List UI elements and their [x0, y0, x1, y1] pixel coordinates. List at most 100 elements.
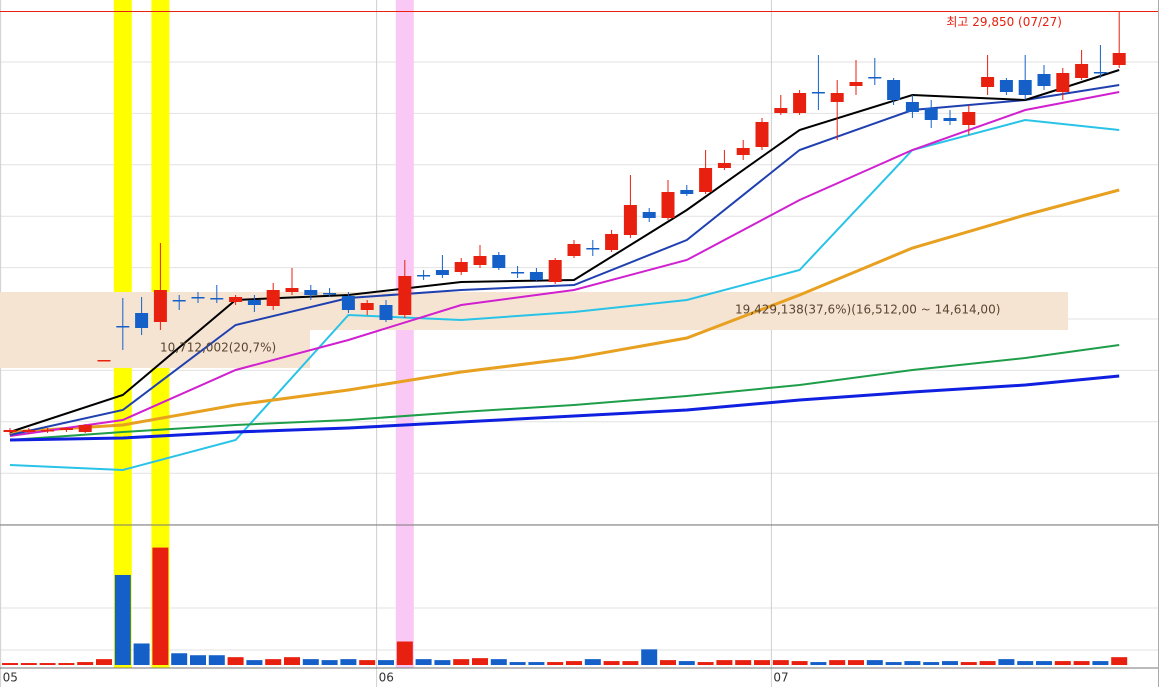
candle-body: [247, 300, 261, 305]
candle: [454, 258, 468, 275]
volume-bar: [697, 662, 714, 665]
candle-body: [943, 118, 957, 121]
candle: [811, 55, 825, 110]
candle: [417, 270, 431, 280]
volume-bar: [490, 659, 507, 665]
volume-bar: [1017, 661, 1034, 665]
volume-bar: [547, 662, 564, 665]
indicator-line: [9, 344, 1120, 441]
date-label: 07: [773, 671, 788, 685]
volume-bar: [754, 660, 770, 665]
volume-bar: [415, 659, 432, 665]
candle: [962, 105, 976, 135]
candle: [473, 245, 487, 268]
candle: [567, 240, 581, 258]
indicator-line: [9, 84, 1120, 436]
candle: [642, 208, 656, 222]
annotation-text: 10,712,002(20,7%): [160, 341, 276, 355]
candle-body: [1018, 80, 1032, 95]
candle-body: [116, 326, 130, 328]
annotation-text: 19,429,138(37,6%)(16,512,00 ~ 14,614,00): [735, 303, 1000, 317]
candle-body: [22, 430, 36, 432]
candle: [661, 180, 675, 220]
candle-body: [793, 93, 807, 113]
candle-body: [586, 248, 600, 250]
volume-bar: [528, 662, 545, 665]
volume-bar: [866, 660, 883, 665]
candle: [1075, 50, 1089, 80]
candle-body: [417, 275, 431, 277]
candle: [605, 230, 619, 252]
volume-bar: [960, 662, 977, 665]
candle: [435, 255, 449, 278]
indicator-line: [9, 91, 1120, 437]
candle-body: [699, 168, 713, 192]
candle-body: [473, 256, 487, 265]
candle: [97, 360, 111, 362]
candle: [3, 428, 17, 435]
volume-bar: [434, 660, 451, 665]
volume-bar: [77, 662, 94, 665]
volume-bar: [584, 659, 601, 665]
candle: [1112, 11, 1126, 68]
candle-body: [811, 92, 825, 94]
candle: [285, 268, 299, 295]
candle: [229, 295, 243, 305]
candle-body: [341, 296, 355, 310]
candle-body: [492, 255, 506, 268]
max-label: 최고 29,850 (07/27): [946, 15, 1062, 29]
volume-bar: [885, 662, 902, 665]
candle: [755, 118, 769, 150]
volume-bar: [378, 660, 394, 665]
candle: [78, 424, 92, 433]
candle: [905, 95, 919, 118]
volume-bar: [1111, 657, 1128, 665]
candle-body: [548, 260, 562, 282]
candle-body: [135, 313, 149, 328]
candle: [529, 268, 543, 282]
candle-body: [1056, 73, 1070, 92]
candle: [586, 240, 600, 256]
volume-bar: [791, 661, 808, 665]
candle: [172, 295, 186, 310]
candle: [548, 258, 562, 284]
volume-bar: [302, 659, 319, 665]
candle-body: [323, 293, 337, 295]
volume-bar: [359, 660, 376, 665]
candle: [717, 150, 731, 170]
volume-bar: [998, 659, 1015, 665]
candle: [116, 298, 130, 350]
volume-bar: [2, 663, 18, 665]
volume-bar: [396, 641, 413, 665]
candle: [379, 300, 393, 322]
candle-body: [962, 112, 976, 125]
candle-body: [59, 428, 73, 430]
volume-bar: [114, 574, 131, 665]
volume-bar: [171, 653, 188, 665]
volume-bar: [1073, 661, 1090, 665]
volume-bar: [509, 662, 526, 665]
volume-bar: [810, 662, 827, 665]
candle-body: [774, 108, 788, 113]
volume-bar: [566, 661, 582, 665]
volume-bar: [284, 657, 300, 665]
candle: [924, 100, 938, 128]
candle-body: [736, 148, 750, 155]
candle-body: [755, 122, 769, 147]
date-label: 05: [3, 671, 18, 685]
candle-body: [172, 300, 186, 302]
candle-body: [191, 297, 205, 299]
candle: [830, 80, 844, 140]
volume-bar: [1092, 661, 1109, 665]
volume-bar: [716, 660, 733, 665]
volume-bar: [20, 663, 37, 665]
volume-bar: [133, 643, 150, 665]
volume-bar: [227, 657, 244, 665]
candle-body: [1037, 74, 1051, 86]
candle: [22, 428, 36, 434]
candle: [153, 243, 167, 330]
volume-bar: [603, 661, 620, 665]
volume-bar: [904, 661, 921, 665]
candle-body: [567, 244, 581, 256]
volume-bar: [321, 660, 338, 665]
